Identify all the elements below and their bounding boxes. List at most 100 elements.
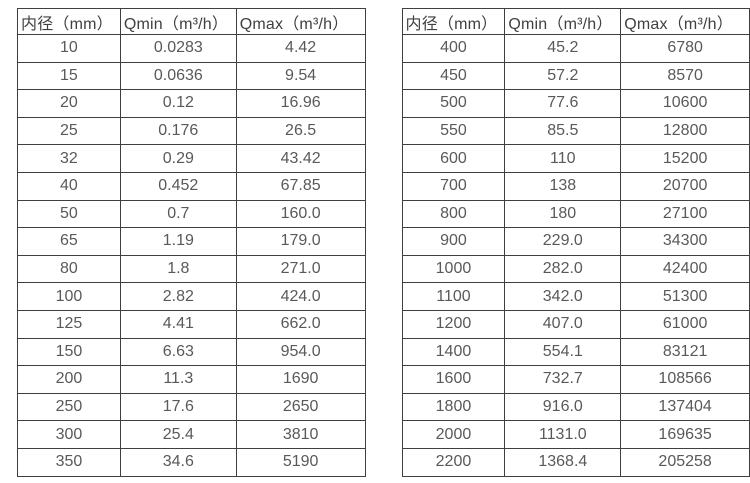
header-row: 内径（mm） Qmin（m³/h） Qmax（m³/h） (401, 8, 750, 35)
table-cell: 2650 (235, 392, 366, 422)
table-cell: 700 (401, 171, 506, 201)
header-qmin: Qmin（m³/h） (504, 8, 622, 35)
table-cell: 954.0 (235, 337, 366, 367)
table-cell: 0.12 (119, 89, 237, 118)
table-cell: 43.42 (235, 144, 366, 173)
table-cell: 57.2 (504, 61, 622, 91)
table-row: 1000 282.0 42400 (401, 254, 750, 284)
table-row: 15 0.0636 9.54 (17, 61, 366, 91)
table-row: 450 57.2 8570 (401, 61, 750, 91)
table-row: 2000 1131.0 169635 (401, 420, 750, 449)
table-row: 50 0.7 160.0 (17, 199, 366, 229)
table-cell: 100 (17, 282, 121, 311)
table-row: 300 25.4 3810 (17, 420, 366, 449)
table-cell: 65 (17, 227, 121, 256)
header-qmax: Qmax（m³/h） (235, 8, 366, 35)
table-cell: 34.6 (119, 447, 237, 477)
table-cell: 25.4 (119, 420, 237, 449)
table-cell: 6780 (620, 34, 750, 63)
table-cell: 34300 (620, 227, 750, 256)
table-cell: 450 (401, 61, 506, 91)
table-row: 550 85.5 12800 (401, 116, 750, 146)
flow-table-small-diameters: 内径（mm） Qmin（m³/h） Qmax（m³/h） 10 0.0283 4.4… (17, 8, 366, 477)
table-cell: 137404 (620, 392, 750, 422)
table-cell: 179.0 (235, 227, 366, 256)
table-cell: 42400 (620, 254, 750, 284)
table-cell: 300 (17, 420, 121, 449)
table-row: 65 1.19 179.0 (17, 227, 366, 256)
table-cell: 2000 (401, 420, 506, 449)
table-cell: 1131.0 (504, 420, 622, 449)
table-cell: 400 (401, 34, 506, 63)
table-cell: 32 (17, 144, 121, 173)
table-cell: 180 (504, 199, 622, 229)
table-cell: 1368.4 (504, 447, 622, 477)
table-cell: 110 (504, 144, 622, 173)
table-cell: 83121 (620, 337, 750, 367)
table-row: 350 34.6 5190 (17, 447, 366, 477)
table-cell: 916.0 (504, 392, 622, 422)
table-cell: 40 (17, 171, 121, 201)
table-row: 25 0.176 26.5 (17, 116, 366, 146)
table-row: 80 1.8 271.0 (17, 254, 366, 284)
table-cell: 0.29 (119, 144, 237, 173)
table-cell: 15200 (620, 144, 750, 173)
table-cell: 1800 (401, 392, 506, 422)
table-cell: 407.0 (504, 309, 622, 339)
table-row: 400 45.2 6780 (401, 34, 750, 63)
table-row: 1400 554.1 83121 (401, 337, 750, 367)
table-cell: 1000 (401, 254, 506, 284)
table-cell: 1200 (401, 309, 506, 339)
table-cell: 20 (17, 89, 121, 118)
table-cell: 550 (401, 116, 506, 146)
table-row: 125 4.41 662.0 (17, 309, 366, 339)
table-row: 1800 916.0 137404 (401, 392, 750, 422)
table-header: 内径（mm） Qmin（m³/h） Qmax（m³/h） (17, 8, 366, 35)
table-cell: 27100 (620, 199, 750, 229)
table-row: 2200 1368.4 205258 (401, 447, 750, 477)
table-row: 100 2.82 424.0 (17, 282, 366, 311)
table-cell: 1600 (401, 365, 506, 394)
table-cell: 205258 (620, 447, 750, 477)
table-row: 800 180 27100 (401, 199, 750, 229)
table-cell: 4.42 (235, 34, 366, 63)
table-cell: 16.96 (235, 89, 366, 118)
table-cell: 17.6 (119, 392, 237, 422)
header-inner-diameter: 内径（mm） (17, 8, 121, 35)
table-cell: 11.3 (119, 365, 237, 394)
table-cell: 1.19 (119, 227, 237, 256)
table-cell: 20700 (620, 171, 750, 201)
table-row: 1200 407.0 61000 (401, 309, 750, 339)
table-cell: 350 (17, 447, 121, 477)
table-cell: 229.0 (504, 227, 622, 256)
table-cell: 67.85 (235, 171, 366, 201)
table-cell: 0.0283 (119, 34, 237, 63)
table-cell: 12800 (620, 116, 750, 146)
table-cell: 0.0636 (119, 61, 237, 91)
table-cell: 108566 (620, 365, 750, 394)
table-cell: 271.0 (235, 254, 366, 284)
table-cell: 8570 (620, 61, 750, 91)
table-row: 32 0.29 43.42 (17, 144, 366, 173)
table-row: 40 0.452 67.85 (17, 171, 366, 201)
header-inner-diameter: 内径（mm） (401, 8, 506, 35)
table-cell: 160.0 (235, 199, 366, 229)
table-row: 500 77.6 10600 (401, 89, 750, 118)
table-cell: 9.54 (235, 61, 366, 91)
table-cell: 138 (504, 171, 622, 201)
table-cell: 6.63 (119, 337, 237, 367)
table-cell: 1400 (401, 337, 506, 367)
table-row: 700 138 20700 (401, 171, 750, 201)
table-row: 10 0.0283 4.42 (17, 34, 366, 63)
table-body: 10 0.0283 4.42 15 0.0636 9.54 20 0.12 16.96 25 0.1… (17, 34, 366, 477)
table-cell: 200 (17, 365, 121, 394)
header-row: 内径（mm） Qmin（m³/h） Qmax（m³/h） (17, 8, 366, 35)
table-cell: 0.176 (119, 116, 237, 146)
table-cell: 51300 (620, 282, 750, 311)
table-row: 250 17.6 2650 (17, 392, 366, 422)
table-cell: 500 (401, 89, 506, 118)
table-cell: 26.5 (235, 116, 366, 146)
table-cell: 125 (17, 309, 121, 339)
table-cell: 50 (17, 199, 121, 229)
